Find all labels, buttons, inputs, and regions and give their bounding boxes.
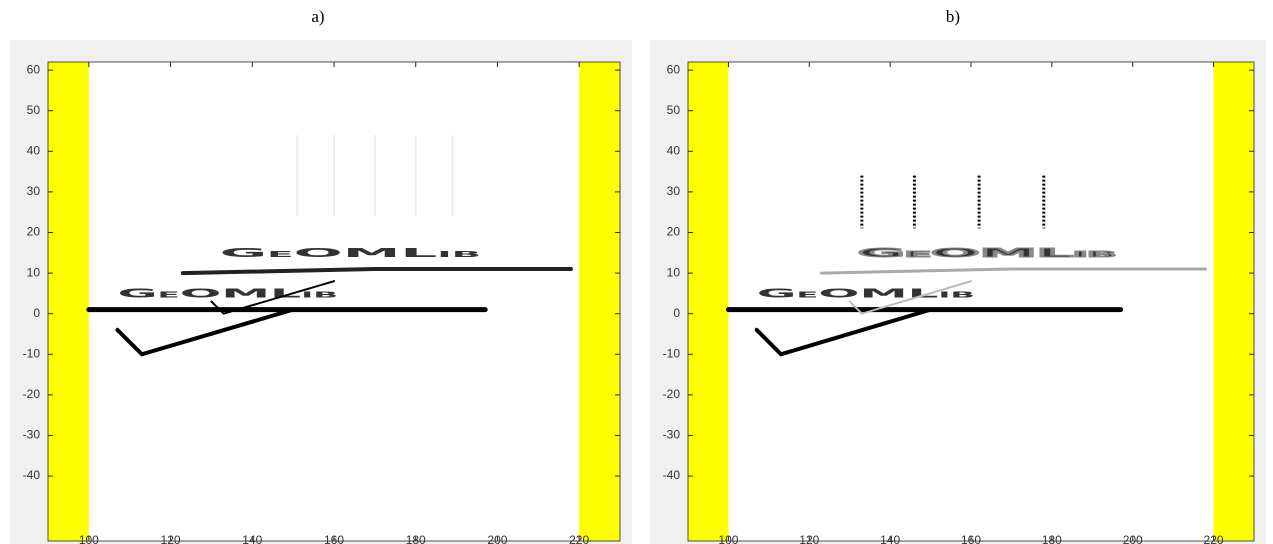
image-bg [688,62,1254,541]
x-tick-label: 180 [1042,533,1062,544]
x-tick-label: 200 [1123,533,1143,544]
y-tick-label: 20 [667,225,681,239]
y-tick-label: 10 [27,265,41,279]
y-tick-label: 30 [27,184,41,198]
y-tick-label: -40 [23,468,41,482]
x-tick-label: 120 [799,533,819,544]
figure: a)GeOMLibGeOMLib100120140160180200220-40… [0,0,1273,544]
y-tick-label: -10 [23,346,41,360]
y-tick-label: 40 [27,143,41,157]
logo-text: GeOMLib [220,246,481,260]
y-tick-label: 60 [27,62,41,76]
yellow-band [579,62,620,541]
panel-label: b) [946,7,960,26]
yellow-band [1214,62,1254,541]
x-tick-label: 160 [324,533,344,544]
y-tick-label: -20 [663,387,681,401]
y-tick-label: 30 [667,184,681,198]
y-tick-label: -40 [663,468,681,482]
yellow-band [688,62,728,541]
y-tick-label: 0 [673,306,680,320]
x-tick-label: 160 [961,533,981,544]
panel-label: a) [311,7,324,26]
x-tick-label: 180 [406,533,426,544]
x-tick-label: 220 [569,533,589,544]
y-tick-label: 0 [33,306,40,320]
y-tick-label: 50 [667,103,681,117]
logo-text: GeOMLib [117,286,338,300]
x-tick-label: 100 [718,533,738,544]
x-tick-label: 200 [487,533,507,544]
y-tick-label: -30 [663,428,681,442]
x-tick-label: 140 [242,533,262,544]
x-tick-label: 220 [1204,533,1224,544]
image: GeOMLib GeOMLib [48,62,620,541]
y-tick-label: -30 [23,428,41,442]
y-tick-label: -20 [23,387,41,401]
x-tick-label: 140 [880,533,900,544]
logo-text: GeOMLib [757,286,975,300]
y-tick-label: 60 [667,62,681,76]
y-tick-label: 50 [27,103,41,117]
y-tick-label: 40 [667,143,681,157]
y-tick-label: 10 [667,265,681,279]
image-bg [48,62,620,541]
y-tick-label: -10 [663,346,681,360]
logo-text: GeOMLib [858,246,1117,260]
x-tick-label: 100 [79,533,99,544]
y-tick-label: 20 [27,225,41,239]
image: GeOMLib GeOMLib [688,62,1254,541]
yellow-band [48,62,89,541]
x-tick-label: 120 [161,533,181,544]
